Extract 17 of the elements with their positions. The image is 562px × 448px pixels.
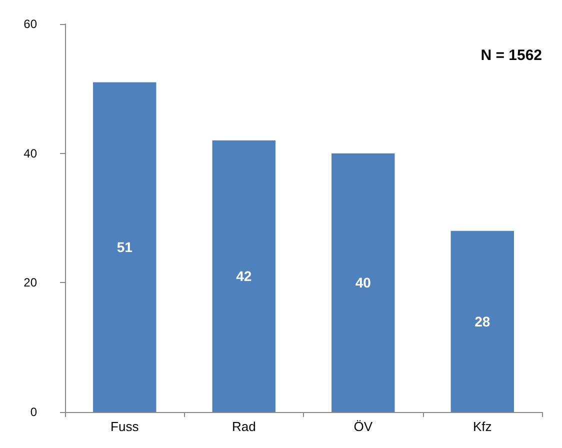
y-tick-label: 0 [30,405,38,419]
y-tick-label: 20 [24,276,38,290]
data-label: 42 [236,268,252,284]
y-tick-label: 60 [24,17,38,31]
data-label: 51 [116,239,133,256]
data-label: 28 [474,313,490,330]
x-tick-label: Kfz [472,419,492,434]
x-tick-label: ÖV [354,419,373,434]
bar [332,153,395,412]
y-tick-label: 40 [24,146,38,160]
x-tick-label: Rad [232,419,256,434]
bar [212,140,276,412]
annotation: N = 1562 [480,47,542,64]
x-tick-label: Fuss [110,419,140,434]
data-label: 40 [355,274,372,291]
bar [450,230,514,412]
bar [93,82,156,412]
